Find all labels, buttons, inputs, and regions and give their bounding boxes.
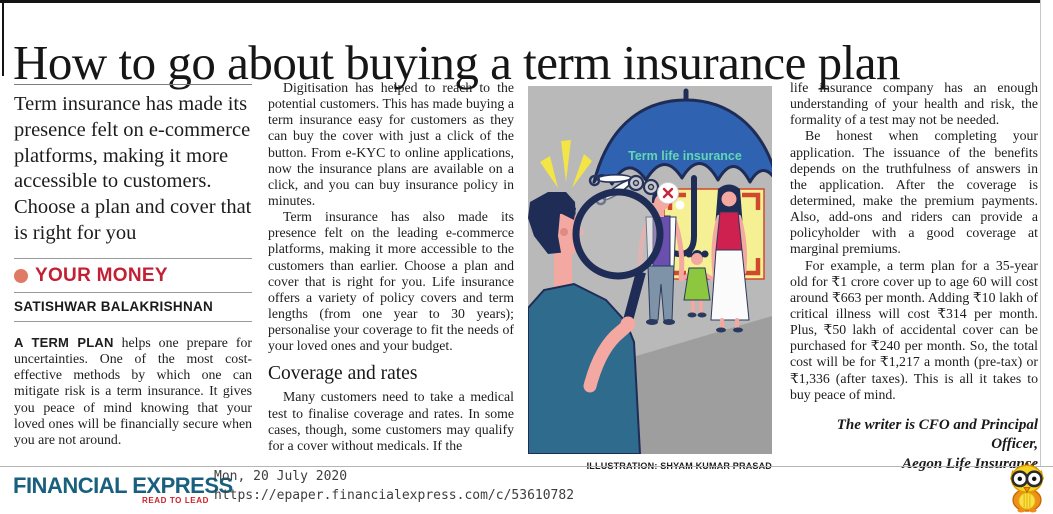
paragraph: life insurance company has an enough und… bbox=[790, 80, 1038, 128]
column-two: Digitisation has helped to reach to the … bbox=[268, 80, 514, 454]
divider bbox=[14, 257, 252, 259]
umbrella-icon: Term life insurance bbox=[592, 88, 780, 186]
paragraph: Digitisation has helped to reach to the … bbox=[268, 80, 514, 208]
divider bbox=[14, 291, 252, 293]
umbrella-label: Term life insurance bbox=[628, 149, 742, 163]
crosshead: Coverage and rates bbox=[268, 363, 418, 385]
paragraph: Many customers need to take a medical te… bbox=[268, 389, 514, 453]
author-byline: SATISHWAR BALAKRISHNAN bbox=[14, 298, 214, 314]
paragraph: Term insurance has also made its presenc… bbox=[268, 209, 514, 354]
attribution-line: Aegon Life Insurance bbox=[902, 455, 1038, 472]
section-label: YOUR MONEY bbox=[35, 264, 168, 286]
lead-paragraph: A TERM PLAN helps one prepare for uncert… bbox=[14, 335, 252, 448]
paragraph: Be honest when completing your applicati… bbox=[790, 128, 1038, 257]
logo-tagline: READ TO LEAD bbox=[141, 496, 209, 505]
epaper-url-link[interactable]: https://epaper.financialexpress.com/c/53… bbox=[214, 487, 575, 503]
footer-divider bbox=[0, 466, 1053, 467]
child-figure bbox=[679, 250, 716, 318]
right-edge-rule bbox=[1040, 0, 1041, 466]
inspector-arm bbox=[583, 316, 636, 393]
left-edge-rule bbox=[2, 0, 4, 76]
term-insurance-illustration: Term life insurance bbox=[527, 86, 780, 455]
top-border-rule bbox=[0, 0, 1041, 3]
attribution-line: The writer is CFO and Principal Officer, bbox=[836, 416, 1038, 453]
standfirst-text: Term insurance has made its presence fel… bbox=[14, 93, 252, 245]
thought-bubbles-icon bbox=[627, 174, 685, 210]
column-standfirst: Term insurance has made its presence fel… bbox=[14, 84, 252, 448]
illustration-figure: Term life insurance bbox=[527, 86, 780, 471]
writer-attribution: The writer is CFO and Principal Officer,… bbox=[790, 416, 1038, 475]
owl-mascot-icon[interactable] bbox=[1003, 460, 1051, 514]
column-four: life insurance company has an enough und… bbox=[790, 80, 1038, 474]
article-headline: How to go about buying a term insurance … bbox=[13, 34, 901, 90]
publication-date: Mon, 20 July 2020 bbox=[214, 469, 348, 484]
divider bbox=[14, 84, 252, 85]
spark-lines-icon bbox=[540, 140, 592, 188]
epaper-meta: Mon, 20 July 2020 https://epaper.financi… bbox=[214, 468, 574, 506]
section-bullet-icon bbox=[14, 268, 28, 283]
paragraph: For example, a term plan for a 35-year o… bbox=[790, 257, 1038, 402]
divider bbox=[14, 320, 252, 322]
mother-figure bbox=[710, 184, 750, 333]
lead-paragraph-text: helps one prepare for uncertainties. One… bbox=[14, 334, 252, 447]
lead-paragraph-kicker: A TERM PLAN bbox=[14, 334, 114, 350]
financial-express-logo: FINANCIAL EXPRESS READ TO LEAD bbox=[13, 473, 233, 505]
logo-wordmark: FINANCIAL EXPRESS bbox=[13, 473, 233, 498]
section-header: YOUR MONEY bbox=[14, 259, 252, 292]
